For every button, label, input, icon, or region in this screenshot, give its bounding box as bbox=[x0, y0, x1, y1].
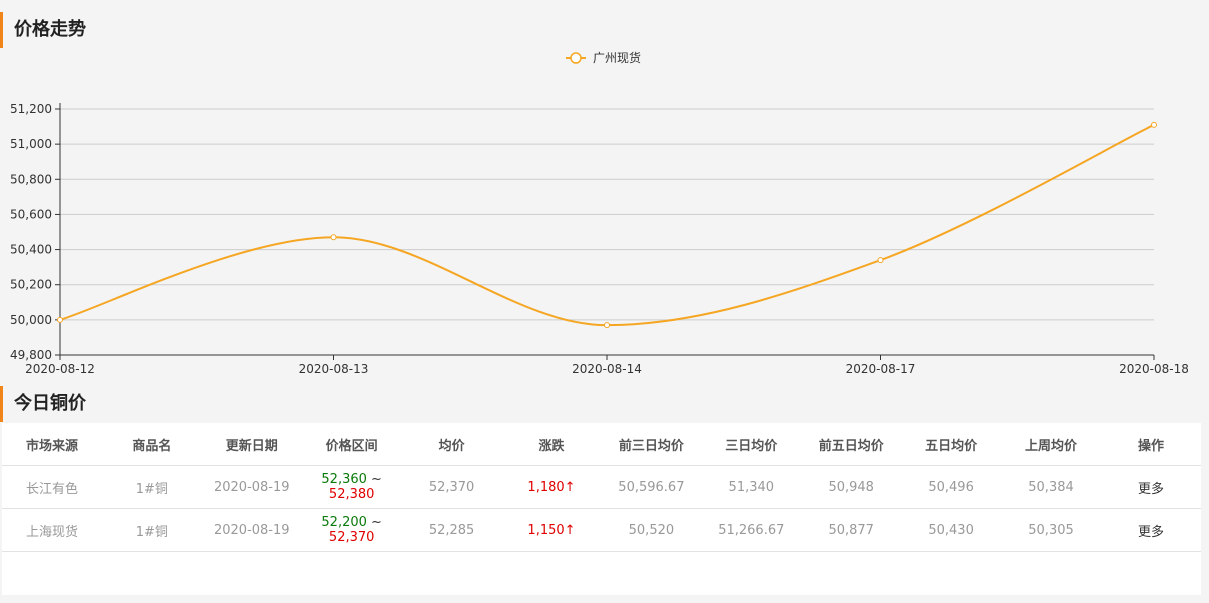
series-layer bbox=[57, 121, 1157, 329]
avg-cell: 52,285 bbox=[401, 508, 502, 552]
y-tick-label: 50,600 bbox=[10, 207, 52, 221]
change-cell: 1,180↑ bbox=[501, 465, 602, 509]
x-tick-label: 2020-08-12 bbox=[25, 362, 95, 376]
prev5-avg-cell: 50,877 bbox=[801, 508, 902, 552]
y-tick-label: 49,800 bbox=[10, 348, 52, 362]
price-trend-chart: 广州现货 49,800 50,000 50,200 50,400 50,600 50,80… bbox=[10, 50, 1189, 376]
more-link[interactable]: 更多 bbox=[1100, 465, 1201, 509]
table-body: 长江有色 1#铜 2020-08-19 52,360 ~ 52,380 52,370 1,… bbox=[2, 465, 1201, 552]
y-tick-label: 51,000 bbox=[10, 137, 52, 151]
product-cell: 1#铜 bbox=[101, 465, 202, 509]
column-header: 更新日期 bbox=[201, 423, 302, 466]
data-point[interactable] bbox=[1151, 121, 1157, 128]
avg3-cell: 51,266.67 bbox=[701, 508, 802, 552]
column-header: 操作 bbox=[1100, 423, 1201, 466]
legend-marker-icon bbox=[570, 52, 582, 64]
data-point[interactable] bbox=[877, 257, 884, 264]
y-axis: 49,800 50,000 50,200 50,400 50,600 50,800 51,0… bbox=[10, 102, 61, 362]
data-point[interactable] bbox=[330, 234, 337, 241]
avg-cell: 52,370 bbox=[401, 465, 502, 509]
avg5-cell: 50,430 bbox=[901, 508, 1002, 552]
prev3-avg-cell: 50,520 bbox=[601, 508, 702, 552]
x-tick-label: 2020-08-18 bbox=[1119, 362, 1189, 376]
legend-label[interactable]: 广州现货 bbox=[593, 50, 641, 65]
x-tick-label: 2020-08-17 bbox=[846, 362, 916, 376]
table-row: 上海现货 1#铜 2020-08-19 52,200 ~ 52,370 52,285 1,… bbox=[2, 508, 1201, 552]
market-cell: 长江有色 bbox=[2, 465, 102, 509]
column-header: 均价 bbox=[401, 423, 502, 466]
column-header: 上周均价 bbox=[1001, 423, 1101, 466]
avg5-cell: 50,496 bbox=[901, 465, 1002, 509]
column-header: 三日均价 bbox=[701, 423, 802, 466]
copper-price-table-panel: 市场来源 商品名 更新日期 价格区间 均价 涨跌 前三日均价 三日均价 前五日均价 五日均价 上周均… bbox=[2, 423, 1201, 595]
range-low: 52,200 bbox=[321, 515, 367, 530]
column-header: 前三日均价 bbox=[601, 423, 702, 466]
copper-price-table: 市场来源 商品名 更新日期 价格区间 均价 涨跌 前三日均价 三日均价 前五日均价 五日均价 上周均… bbox=[2, 423, 1201, 552]
range-high: 52,370 bbox=[328, 530, 375, 545]
column-header: 商品名 bbox=[101, 423, 202, 466]
x-tick-label: 2020-08-13 bbox=[299, 362, 369, 376]
data-point[interactable] bbox=[57, 316, 63, 323]
table-row: 长江有色 1#铜 2020-08-19 52,360 ~ 52,380 52,370 1,… bbox=[2, 465, 1201, 509]
market-cell: 上海现货 bbox=[2, 508, 102, 552]
column-header: 前五日均价 bbox=[801, 423, 902, 466]
product-cell: 1#铜 bbox=[101, 508, 202, 552]
date-cell: 2020-08-19 bbox=[201, 465, 302, 509]
range-low: 52,360 bbox=[321, 472, 367, 487]
column-header: 涨跌 bbox=[501, 423, 602, 466]
y-tick-label: 50,200 bbox=[10, 278, 52, 292]
legend[interactable]: 广州现货 bbox=[566, 50, 641, 65]
table-title: 今日铜价 bbox=[0, 386, 300, 422]
prev3-avg-cell: 50,596.67 bbox=[601, 465, 702, 509]
data-point[interactable] bbox=[604, 322, 610, 329]
table-header-row: 市场来源 商品名 更新日期 价格区间 均价 涨跌 前三日均价 三日均价 前五日均价 五日均价 上周均… bbox=[2, 423, 1201, 466]
more-link[interactable]: 更多 bbox=[1100, 508, 1201, 552]
price-range-cell: 52,360 ~ 52,380 bbox=[301, 465, 402, 509]
y-tick-label: 51,200 bbox=[10, 102, 52, 116]
y-tick-label: 50,400 bbox=[10, 243, 52, 257]
price-range-cell: 52,200 ~ 52,370 bbox=[301, 508, 402, 552]
range-separator: ~ bbox=[366, 515, 382, 530]
chart-grid bbox=[60, 108, 1154, 321]
avg3-cell: 51,340 bbox=[701, 465, 802, 509]
series-line-0[interactable] bbox=[59, 123, 1155, 327]
prev5-avg-cell: 50,948 bbox=[801, 465, 902, 509]
column-header: 市场来源 bbox=[2, 423, 102, 466]
y-tick-label: 50,000 bbox=[10, 313, 52, 327]
range-separator: ~ bbox=[366, 472, 382, 487]
y-tick-label: 50,800 bbox=[10, 172, 52, 186]
x-axis: 2020-08-12 2020-08-13 2020-08-14 2020-08-17… bbox=[25, 354, 1189, 376]
change-cell: 1,150↑ bbox=[501, 508, 602, 552]
date-cell: 2020-08-19 bbox=[201, 508, 302, 552]
last-week-avg-cell: 50,305 bbox=[1001, 508, 1101, 552]
column-header: 价格区间 bbox=[301, 423, 402, 466]
range-high: 52,380 bbox=[328, 487, 375, 502]
x-tick-label: 2020-08-14 bbox=[572, 362, 642, 376]
column-header: 五日均价 bbox=[901, 423, 1002, 466]
trend-title: 价格走势 bbox=[0, 12, 300, 48]
last-week-avg-cell: 50,384 bbox=[1001, 465, 1101, 509]
